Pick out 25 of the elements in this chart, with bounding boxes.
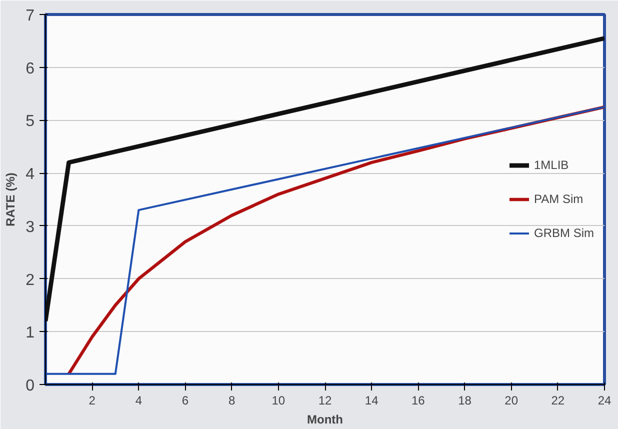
x-tick-label: 16	[411, 394, 426, 408]
x-axis-title: Month	[307, 412, 343, 426]
x-tick-label: 20	[504, 394, 518, 408]
x-tick-label: 12	[318, 394, 332, 408]
x-tick-label: 2	[88, 394, 96, 408]
y-tick-label: 1	[26, 324, 35, 342]
x-tick-label: 8	[228, 394, 236, 408]
y-axis-title: RATE (%)	[4, 172, 18, 226]
y-tick-label: 4	[26, 166, 35, 184]
x-tick-label: 10	[272, 394, 286, 408]
x-tick-label: 18	[458, 394, 472, 408]
x-tick-label: 22	[551, 394, 565, 408]
x-tick-label: 24	[598, 394, 612, 408]
legend-label: PAM Sim	[534, 192, 584, 206]
legend-label: 1MLIB	[534, 158, 569, 172]
legend-label: GRBM Sim	[534, 226, 594, 240]
x-tick-label: 14	[364, 394, 379, 408]
y-tick-label: 2	[26, 272, 35, 289]
y-tick-label: 3	[26, 218, 35, 236]
y-tick-label: 5	[26, 113, 35, 130]
y-tick-label: 6	[26, 60, 35, 78]
y-tick-label: 0	[26, 378, 35, 394]
x-tick-label: 4	[135, 394, 142, 408]
y-tick-label: 7	[26, 8, 35, 24]
x-tick-label: 6	[182, 394, 189, 408]
